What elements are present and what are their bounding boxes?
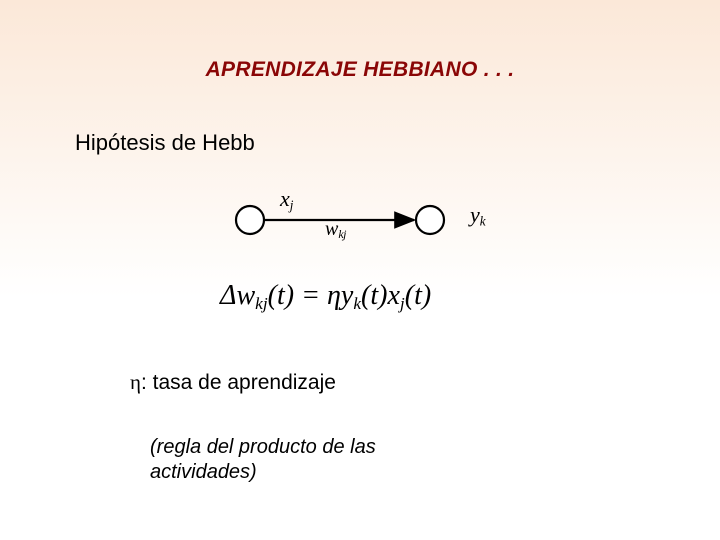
input-node — [236, 206, 264, 234]
slide-subtitle: Hipótesis de Hebb — [75, 130, 255, 156]
output-node — [416, 206, 444, 234]
rule-line-1: (regla del producto de las — [150, 435, 376, 460]
label-xj: xj — [280, 186, 293, 213]
diagram-svg — [230, 180, 510, 260]
label-yk: yk — [470, 202, 486, 229]
slide-title: APRENDIZAJE HEBBIANO . . . — [0, 58, 720, 82]
hebb-diagram: xj wkj yk — [230, 180, 510, 260]
slide: APRENDIZAJE HEBBIANO . . . Hipótesis de … — [0, 0, 720, 540]
label-wkj: wkj — [325, 218, 346, 242]
eta-explanation: η: tasa de aprendizaje — [130, 370, 336, 395]
product-rule-note: (regla del producto de las actividades) — [150, 435, 376, 485]
hebb-equation: Δwkj(t) = ηyk(t)xj(t) — [220, 280, 431, 314]
rule-line-2: actividades) — [150, 460, 376, 485]
